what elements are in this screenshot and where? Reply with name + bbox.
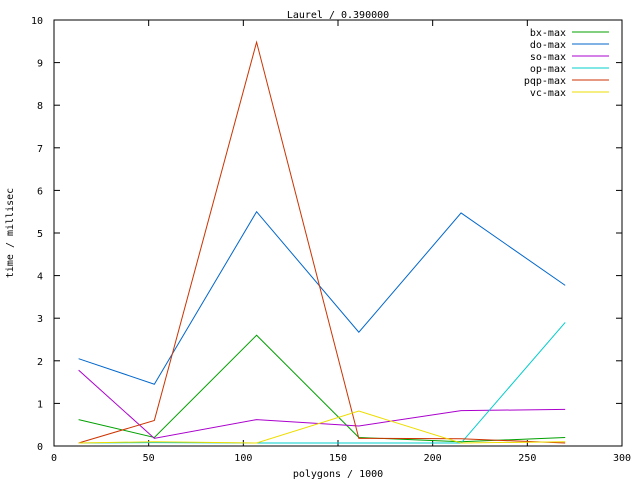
y-tick-label: 4 (37, 272, 43, 283)
series-line-so-max (78, 369, 566, 439)
legend-label-op-max: op-max (530, 64, 566, 75)
x-tick-label: 0 (51, 453, 57, 464)
legend-label-bx-max: bx-max (530, 28, 566, 39)
series-lines (78, 40, 566, 444)
legend-label-pqp-max: pqp-max (524, 76, 566, 87)
y-axis-label: time / millisec (5, 188, 16, 278)
y-tick-label: 2 (37, 357, 43, 368)
x-tick-label: 150 (329, 453, 347, 464)
series-line-bx-max (78, 334, 566, 443)
series-line-op-max (78, 322, 566, 444)
x-tick-label: 300 (613, 453, 631, 464)
x-tick-label: 100 (234, 453, 252, 464)
y-tick-label: 1 (37, 399, 43, 410)
x-tick-label: 200 (424, 453, 442, 464)
y-tick-label: 10 (31, 16, 43, 27)
legend-label-do-max: do-max (530, 40, 566, 51)
x-tick-label: 250 (518, 453, 536, 464)
axis-ticks: 0 50 100 150 200 250 300 0 1 2 3 4 5 6 7 8 9 10 (31, 16, 631, 464)
chart-title: Laurel / 0.390000 (287, 10, 389, 21)
legend-label-so-max: so-max (530, 52, 566, 63)
x-tick-label: 50 (143, 453, 155, 464)
y-tick-label: 6 (37, 186, 43, 197)
y-tick-label: 9 (37, 59, 43, 70)
legend-label-vc-max: vc-max (530, 88, 566, 99)
y-tick-label: 8 (37, 101, 43, 112)
y-tick-label: 7 (37, 144, 43, 155)
y-tick-label: 5 (37, 229, 43, 240)
y-tick-label: 3 (37, 314, 43, 325)
series-line-vc-max (78, 410, 566, 444)
y-tick-label: 0 (37, 442, 43, 453)
series-line-pqp-max (78, 40, 566, 444)
x-axis-label: polygons / 1000 (293, 469, 383, 480)
series-line-do-max (78, 210, 566, 385)
